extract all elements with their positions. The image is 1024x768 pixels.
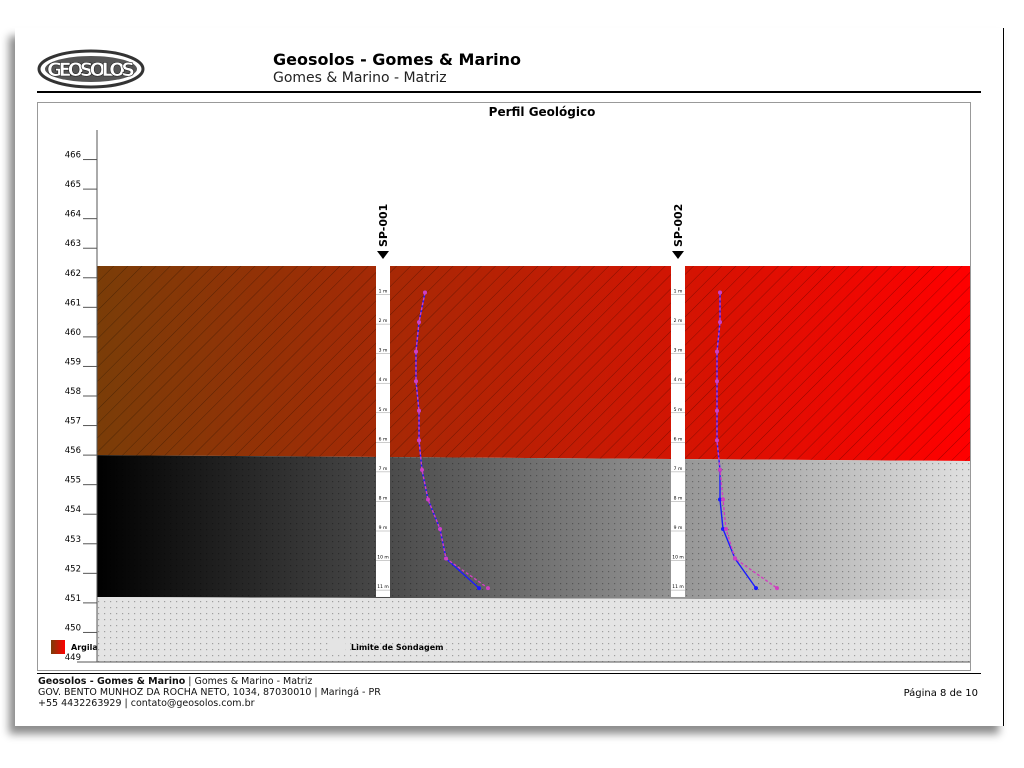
footer-line: Geosolos - Gomes & Marino | Gomes & Mari… bbox=[38, 676, 381, 687]
spt-point bbox=[444, 556, 448, 561]
y-tick-label: 456 bbox=[65, 446, 81, 456]
footer-branch: | Gomes & Marino - Matriz bbox=[185, 676, 313, 687]
depth-label: 3 m bbox=[674, 348, 683, 354]
spt-point bbox=[477, 586, 481, 591]
chart-title: Perfil Geológico bbox=[489, 105, 596, 119]
depth-label: 11 m bbox=[672, 584, 684, 590]
footer: Geosolos - Gomes & Marino | Gomes & Mari… bbox=[38, 676, 381, 709]
document-page: GEOSOLOS Geosolos - Gomes & Marino Gomes… bbox=[15, 28, 1005, 726]
logo-fill bbox=[45, 56, 137, 82]
depth-label: 5 m bbox=[674, 407, 683, 413]
spt-point bbox=[775, 586, 779, 591]
y-tick-label: 457 bbox=[65, 417, 81, 427]
y-tick-label: 455 bbox=[65, 476, 81, 486]
footer-contact: +55 4432263929 | contato@geosolos.com.br bbox=[38, 698, 255, 709]
spt-point bbox=[715, 408, 719, 413]
borehole-name: SP-001 bbox=[377, 204, 390, 247]
page-edge bbox=[1003, 28, 1004, 726]
y-tick-label: 465 bbox=[65, 180, 81, 190]
header-title: Geosolos - Gomes & Marino bbox=[273, 50, 522, 69]
depth-label: 2 m bbox=[379, 318, 388, 324]
depth-label: 11 m bbox=[377, 584, 389, 590]
depth-label: 7 m bbox=[674, 466, 683, 472]
spt-point bbox=[715, 438, 719, 443]
depth-label: 10 m bbox=[672, 555, 684, 561]
y-tick-label: 462 bbox=[65, 269, 81, 279]
header-rule bbox=[37, 91, 981, 93]
y-tick-label: 450 bbox=[65, 623, 81, 633]
spt-point bbox=[486, 586, 490, 591]
footer-rule bbox=[37, 673, 981, 674]
spt-point bbox=[718, 467, 722, 472]
borehole-name: SP-002 bbox=[672, 204, 685, 247]
spt-point bbox=[715, 349, 719, 354]
spt-point bbox=[414, 379, 418, 384]
spt-point bbox=[423, 290, 427, 295]
spt-point bbox=[414, 349, 418, 354]
depth-label: 7 m bbox=[379, 466, 388, 472]
y-tick-label: 459 bbox=[65, 357, 81, 367]
header-subtitle: Gomes & Marino - Matriz bbox=[273, 70, 447, 86]
depth-label: 8 m bbox=[379, 495, 388, 501]
spt-point bbox=[718, 290, 722, 295]
depth-label: 1 m bbox=[674, 289, 683, 295]
y-tick-label: 458 bbox=[65, 387, 81, 397]
layer-texture bbox=[97, 265, 970, 462]
legend-swatch bbox=[51, 640, 65, 654]
legend-swatch bbox=[331, 640, 345, 654]
depth-label: 5 m bbox=[379, 407, 388, 413]
spt-point bbox=[426, 497, 430, 502]
legend-label: Limite de Sondagem bbox=[351, 643, 443, 652]
y-tick-label: 449 bbox=[65, 653, 81, 663]
depth-label: 10 m bbox=[377, 555, 389, 561]
spt-point bbox=[754, 586, 758, 591]
spt-line bbox=[415, 292, 489, 589]
spt-point bbox=[733, 556, 737, 561]
spt-point bbox=[420, 467, 424, 472]
spt-point bbox=[417, 408, 421, 413]
borehole-column bbox=[376, 263, 390, 597]
spt-point bbox=[721, 527, 725, 531]
logo: GEOSOLOS bbox=[37, 49, 145, 89]
y-tick-label: 451 bbox=[65, 594, 81, 604]
spt-point bbox=[715, 379, 719, 384]
depth-label: 4 m bbox=[674, 377, 683, 383]
depth-label: 9 m bbox=[674, 525, 683, 531]
depth-label: 1 m bbox=[379, 289, 388, 295]
spt-point bbox=[438, 527, 442, 531]
borehole-marker bbox=[377, 251, 389, 259]
depth-label: 9 m bbox=[379, 525, 388, 531]
depth-label: 4 m bbox=[379, 377, 388, 383]
y-tick-label: 453 bbox=[65, 535, 81, 545]
depth-label: 6 m bbox=[379, 436, 388, 442]
y-tick-label: 466 bbox=[65, 151, 81, 161]
depth-label: 2 m bbox=[674, 318, 683, 324]
depth-label: 8 m bbox=[674, 495, 683, 501]
y-tick-label: 460 bbox=[65, 328, 81, 338]
footer-company: Geosolos - Gomes & Marino bbox=[38, 676, 186, 687]
spt-point bbox=[718, 497, 722, 502]
layer-texture bbox=[97, 596, 970, 662]
y-tick-label: 464 bbox=[65, 210, 81, 220]
logo-text: GEOSOLOS bbox=[47, 59, 135, 81]
depth-label: 6 m bbox=[674, 436, 683, 442]
footer-address: GOV. BENTO MUNHOZ DA ROCHA NETO, 1034, 8… bbox=[38, 687, 381, 698]
y-tick-label: 463 bbox=[65, 239, 81, 249]
spt-point bbox=[718, 320, 722, 325]
spt-point bbox=[721, 497, 725, 502]
y-tick-label: 461 bbox=[65, 298, 81, 308]
layer-texture bbox=[97, 455, 970, 600]
y-tick-label: 452 bbox=[65, 564, 81, 574]
borehole-column bbox=[671, 263, 685, 597]
chart: Perfil Geológico Argila marrom avermelha… bbox=[37, 102, 971, 671]
spt-point bbox=[417, 438, 421, 443]
spt-point bbox=[724, 527, 728, 531]
page-number: Página 8 de 10 bbox=[903, 688, 978, 699]
y-tick-label: 454 bbox=[65, 505, 81, 515]
depth-label: 3 m bbox=[379, 348, 388, 354]
borehole-marker bbox=[672, 251, 684, 259]
spt-point bbox=[417, 320, 421, 325]
